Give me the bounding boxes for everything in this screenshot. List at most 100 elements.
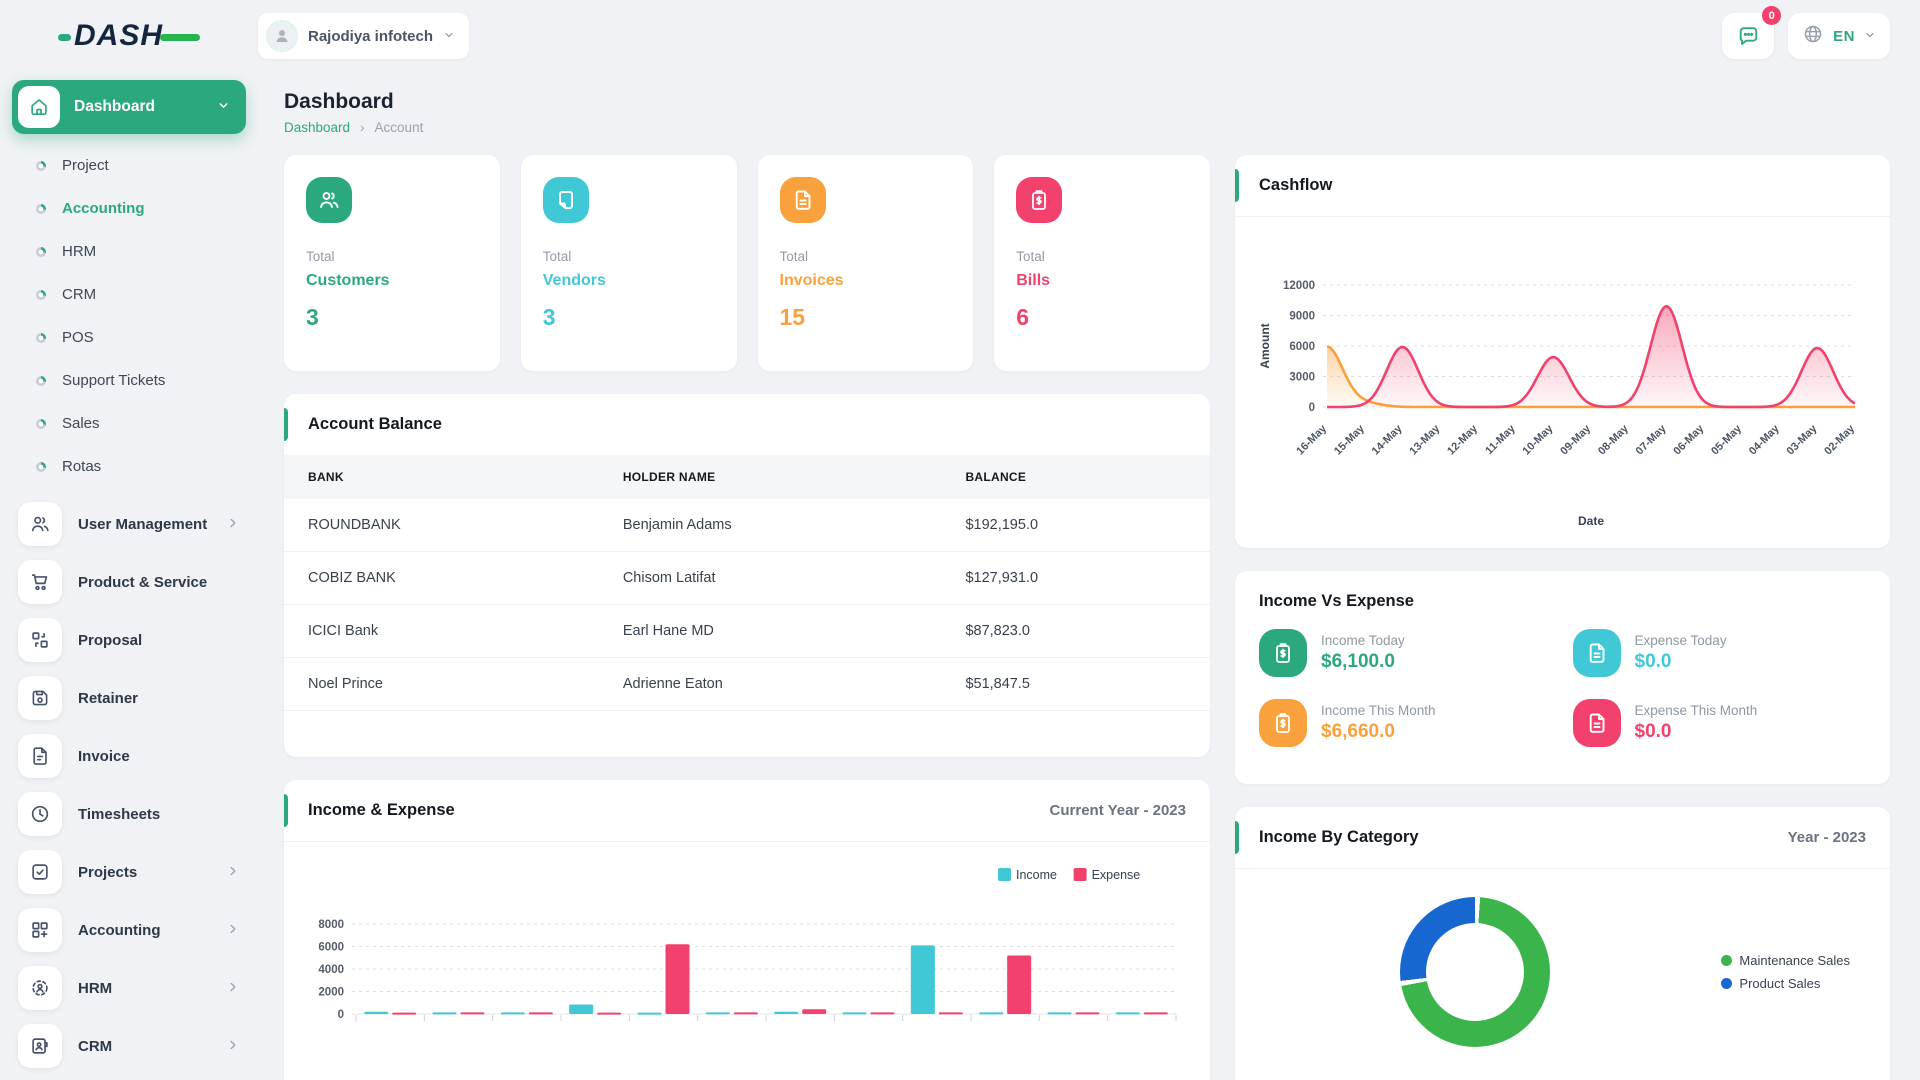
stat-expense-this-month: Expense This Month $0.0 [1572,699,1867,747]
sidebar-subitem-label: Accounting [62,200,145,217]
bullet-icon [36,418,46,429]
chevron-right-icon [226,978,240,999]
sidebar-subitem-pos[interactable]: POS [12,316,246,359]
logo-dash-accent [57,33,71,41]
svg-text:3000: 3000 [1289,372,1315,384]
svg-text:13-May: 13-May [1407,422,1442,457]
sidebar-subitem-label: Project [62,157,109,174]
breadcrumb-dashboard-link[interactable]: Dashboard [284,120,351,135]
sidebar-item-invoice[interactable]: Invoice [12,728,246,784]
sidebar-item-label: Product & Service [78,573,208,591]
sidebar-item-dashboard[interactable]: Dashboard [12,80,246,134]
svg-text:11-May: 11-May [1483,422,1518,457]
card-label: Invoices [779,272,844,289]
sidebar-item-label: CRM [78,1037,113,1055]
projects-icon [18,850,62,894]
chevron-down-icon [443,28,455,45]
stat-label: Expense Today [1634,633,1727,648]
bank-cell: COBIZ BANK [284,551,599,605]
table-row: ICICI Bank Earl Hane MD $87,823.0 [284,604,1210,658]
svg-text:09-May: 09-May [1558,422,1593,457]
bar-income-3 [569,1004,594,1014]
table-row: Noel Prince Adrienne Eaton $51,847.5 [284,657,1210,711]
bar-expense-10 [1075,1012,1100,1015]
chevron-right-icon [226,920,240,941]
user-management-icon [18,502,62,546]
bar-expense-1 [460,1012,485,1015]
balance-cell: $192,195.0 [941,499,1210,552]
chevron-right-icon [226,862,240,883]
balance-cell: $87,823.0 [941,604,1210,658]
stat-value: $0.0 [1634,721,1672,742]
sidebar-item-retainer[interactable]: Retainer [12,670,246,726]
language-selector[interactable]: EN [1788,13,1890,59]
sidebar-subitem-sales[interactable]: Sales [12,402,246,445]
bullet-icon [36,246,46,257]
svg-text:10-May: 10-May [1521,422,1556,457]
messages-button[interactable]: 0 [1722,6,1782,59]
card-value: 3 [306,304,319,330]
sidebar-item-label: User Management [78,515,208,533]
sidebar-item-product-service[interactable]: Product & Service [12,554,246,610]
table-row: ROUNDBANK Benjamin Adams $192,195.0 [284,499,1210,552]
sidebar-item-hrm[interactable]: HRM [12,960,246,1016]
bar-income-0 [364,1011,389,1014]
proposal-icon [18,618,62,662]
balance-cell: $51,847.5 [941,657,1210,711]
company-switcher[interactable]: Rajodiya infotech [258,13,470,59]
svg-text:06-May: 06-May [1671,422,1706,457]
card-value: 3 [542,304,556,330]
app-logo[interactable]: DASH [0,19,258,53]
column-header-balance: BALANCE [941,455,1210,499]
sidebar-item-proposal[interactable]: Proposal [12,612,246,668]
card-top-label: Total [306,249,335,264]
card-value: 15 [779,304,806,330]
holder-name-cell: Earl Hane MD [598,604,942,658]
column-header-bank: BANK [284,455,599,499]
income-by-category-donut [1400,897,1550,1047]
panel-title: Account Balance [308,415,442,433]
svg-text:Amount: Amount [1258,323,1272,368]
svg-text:02-May: 02-May [1822,422,1857,457]
legend-label: Product Sales [1739,976,1821,991]
svg-text:0: 0 [1309,402,1315,414]
breadcrumb-separator: › [360,120,365,135]
sidebar-item-timesheets[interactable]: Timesheets [12,786,246,842]
home-icon [18,86,60,128]
bar-expense-2 [528,1012,553,1015]
hrm-icon [18,966,62,1010]
card-value: 6 [1016,304,1030,330]
product-service-icon [18,560,62,604]
sidebar-subitem-hrm[interactable]: HRM [12,230,246,273]
sidebar-subitem-rotas[interactable]: Rotas [12,445,246,488]
bar-income-8 [910,945,935,1014]
svg-text:8000: 8000 [318,919,344,931]
chevron-right-icon [226,1036,240,1057]
chart-legend: Income Expense [998,868,1140,882]
sidebar-item-accounting[interactable]: Accounting [12,902,246,958]
sidebar-subitem-accounting[interactable]: Accounting [12,187,246,230]
legend-item-expense[interactable]: Expense [1073,868,1141,882]
sidebar-subitem-project[interactable]: Project [12,144,246,187]
legend-item-product-sales[interactable]: Product Sales [1721,972,1850,995]
sidebar-item-crm[interactable]: CRM [12,1018,246,1074]
legend-item-maintenance-sales[interactable]: Maintenance Sales [1721,949,1850,972]
sidebar-subitem-support-tickets[interactable]: Support Tickets [12,359,246,402]
top-bar: DASH Rajodiya infotech 0 EN [0,0,1920,72]
svg-text:04-May: 04-May [1747,422,1782,457]
chevron-down-icon [1864,28,1876,45]
logo-bar-accent [160,33,200,41]
company-name: Rajodiya infotech [308,27,434,45]
bank-cell: Noel Prince [284,657,599,711]
main-content: Dashboard Dashboard › Account Total Custo… [258,72,1920,1080]
summary-card-invoices: Total Invoices 15 [757,155,974,371]
sidebar-subitem-crm[interactable]: CRM [12,273,246,316]
invoice-file-icon [1572,629,1621,677]
chevron-right-icon [226,514,240,535]
bar-expense-9 [1007,955,1032,1014]
retainer-icon [18,676,62,720]
svg-text:9000: 9000 [1289,311,1315,323]
legend-item-income[interactable]: Income [998,868,1057,882]
sidebar-item-projects[interactable]: Projects [12,844,246,900]
sidebar-item-user-management[interactable]: User Management [12,496,246,552]
